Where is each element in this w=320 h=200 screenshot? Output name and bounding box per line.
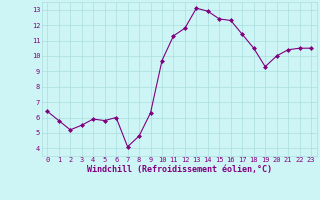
- X-axis label: Windchill (Refroidissement éolien,°C): Windchill (Refroidissement éolien,°C): [87, 165, 272, 174]
